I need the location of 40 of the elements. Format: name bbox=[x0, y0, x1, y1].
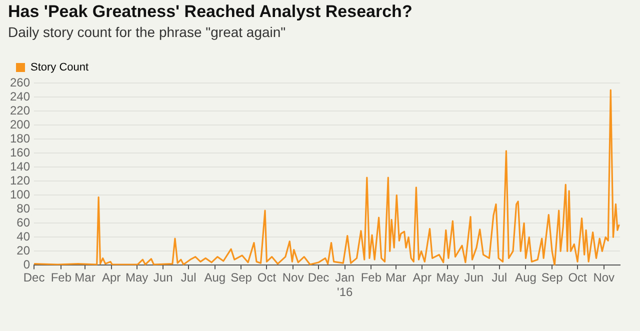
x-tick-label: Jul bbox=[180, 270, 196, 285]
x-tick-label: Jan '16 bbox=[335, 270, 355, 300]
y-tick-label: 180 bbox=[10, 131, 30, 146]
x-tick-label: Jul bbox=[492, 270, 508, 285]
x-tick-label: May bbox=[436, 270, 459, 285]
x-tick-label: Mar bbox=[74, 270, 96, 285]
y-tick-label: 140 bbox=[10, 159, 30, 174]
y-tick-label: 200 bbox=[10, 117, 30, 132]
x-tick-label: Aug bbox=[515, 270, 536, 285]
legend-label: Story Count bbox=[30, 62, 89, 74]
x-tick-label: Nov bbox=[282, 270, 304, 285]
x-tick-label: May bbox=[125, 270, 148, 285]
x-tick-label: Jun bbox=[153, 270, 173, 285]
x-tick-label: Feb bbox=[50, 270, 72, 285]
x-tick-label: Sep bbox=[541, 270, 564, 285]
y-tick-label: 60 bbox=[16, 215, 30, 230]
y-tick-label: 20 bbox=[16, 243, 30, 258]
x-tick-label: Oct bbox=[257, 270, 277, 285]
y-tick-label: 40 bbox=[16, 229, 30, 244]
y-tick-label: 0 bbox=[23, 258, 30, 272]
y-tick-label: 220 bbox=[10, 103, 30, 118]
x-tick-label: Apr bbox=[412, 270, 432, 285]
x-tick-label: Sep bbox=[230, 270, 252, 285]
x-tick-label: Aug bbox=[204, 270, 226, 285]
y-tick-label: 120 bbox=[10, 173, 30, 188]
y-tick-label: 100 bbox=[10, 187, 30, 202]
x-tick-label: Apr bbox=[102, 270, 121, 285]
x-tick-label: Nov bbox=[593, 270, 615, 285]
y-tick-label: 260 bbox=[10, 75, 30, 90]
y-tick-label: 80 bbox=[16, 201, 30, 216]
x-tick-label: Feb bbox=[360, 270, 382, 285]
x-tick-label: Mar bbox=[385, 270, 406, 285]
x-tick-label: Oct bbox=[568, 270, 588, 285]
chart-subtitle: Daily story count for the phrase "great again" bbox=[8, 24, 286, 40]
x-tick-label: Dec bbox=[308, 270, 330, 285]
y-tick-label: 160 bbox=[10, 145, 30, 160]
chart-title: Has 'Peak Greatness' Reached Analyst Research? bbox=[8, 2, 412, 22]
x-tick-label: Jun bbox=[464, 270, 484, 285]
y-tick-label: 240 bbox=[10, 89, 30, 104]
x-tick-label: Dec bbox=[23, 270, 45, 285]
